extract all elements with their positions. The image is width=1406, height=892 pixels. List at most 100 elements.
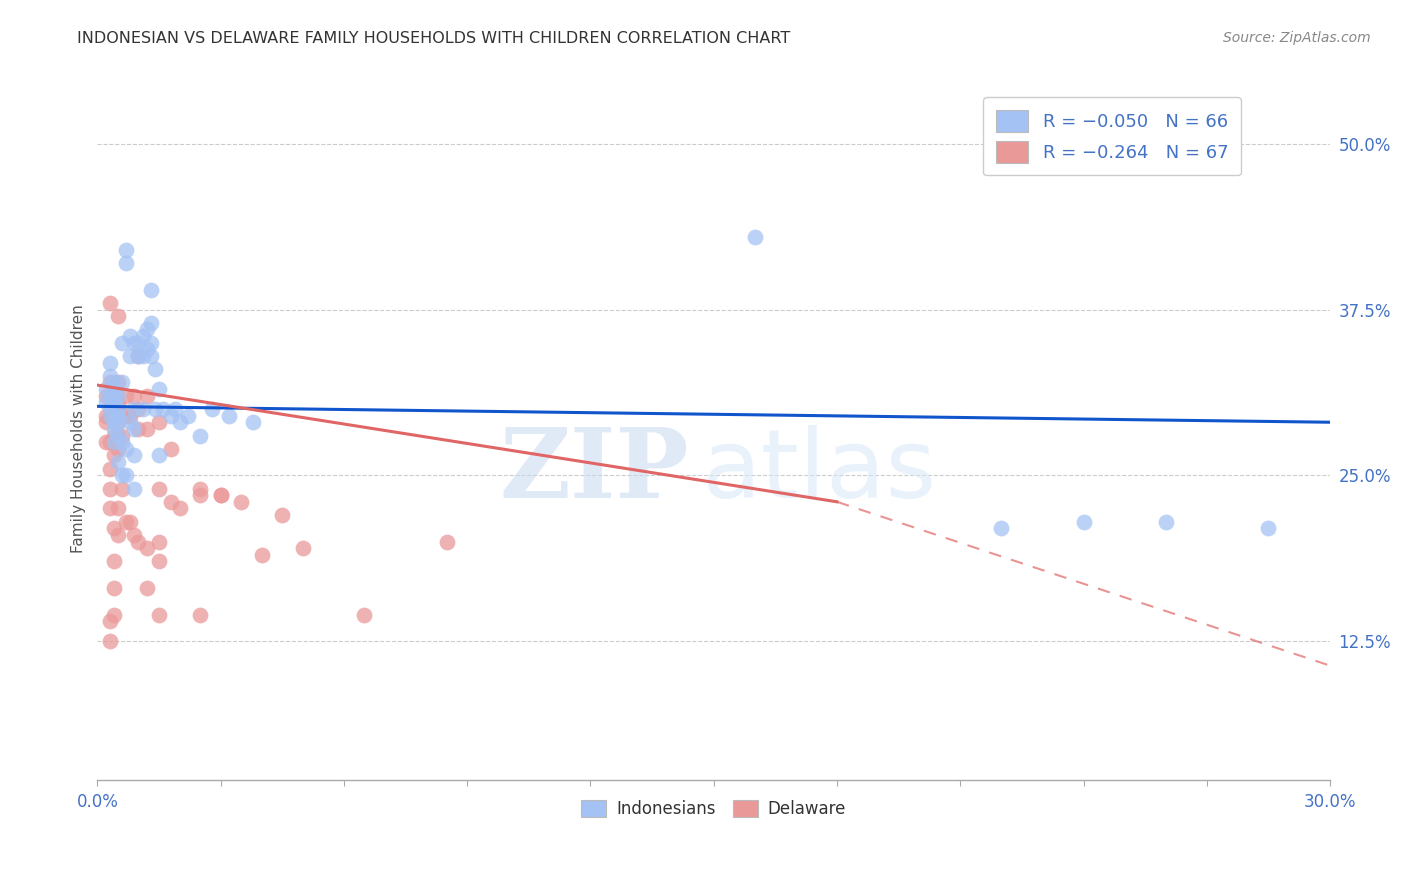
Point: [115, 409, 138, 423]
Point: [218, 409, 240, 423]
Point: [111, 335, 134, 350]
Point: [98, 409, 121, 423]
Point: [98, 376, 121, 390]
Point: [103, 435, 125, 450]
Point: [127, 349, 149, 363]
Point: [143, 401, 166, 416]
Point: [115, 256, 138, 270]
Point: [94, 415, 117, 429]
Point: [98, 409, 121, 423]
Point: [188, 607, 211, 622]
Point: [107, 442, 129, 456]
Point: [242, 415, 264, 429]
Point: [231, 495, 253, 509]
Point: [94, 435, 117, 450]
Point: [124, 389, 146, 403]
Point: [107, 376, 129, 390]
Point: [135, 389, 157, 403]
Point: [271, 508, 294, 522]
Point: [120, 415, 142, 429]
Point: [160, 409, 183, 423]
Point: [135, 322, 157, 336]
Point: [188, 428, 211, 442]
Point: [169, 415, 191, 429]
Point: [124, 422, 146, 436]
Point: [107, 415, 129, 429]
Point: [127, 335, 149, 350]
Point: [98, 368, 121, 383]
Point: [107, 309, 129, 323]
Point: [103, 415, 125, 429]
Point: [291, 541, 314, 556]
Point: [111, 428, 134, 442]
Point: [201, 401, 224, 416]
Point: [115, 243, 138, 257]
Point: [94, 382, 117, 396]
Point: [124, 401, 146, 416]
Point: [98, 501, 121, 516]
Point: [103, 422, 125, 436]
Point: [188, 482, 211, 496]
Point: [990, 521, 1012, 535]
Point: [107, 389, 129, 403]
Point: [188, 488, 211, 502]
Point: [124, 482, 146, 496]
Point: [98, 435, 121, 450]
Point: [111, 482, 134, 496]
Point: [135, 422, 157, 436]
Point: [115, 468, 138, 483]
Point: [148, 415, 170, 429]
Point: [103, 389, 125, 403]
Point: [124, 335, 146, 350]
Point: [115, 389, 138, 403]
Point: [169, 501, 191, 516]
Point: [139, 316, 162, 330]
Point: [98, 482, 121, 496]
Point: [744, 229, 766, 244]
Point: [103, 607, 125, 622]
Point: [131, 329, 153, 343]
Point: [111, 376, 134, 390]
Y-axis label: Family Households with Children: Family Households with Children: [72, 304, 86, 553]
Point: [115, 515, 138, 529]
Text: atlas: atlas: [702, 425, 936, 517]
Point: [250, 548, 273, 562]
Point: [107, 409, 129, 423]
Point: [152, 401, 174, 416]
Point: [135, 581, 157, 595]
Point: [148, 554, 170, 568]
Point: [124, 449, 146, 463]
Point: [124, 528, 146, 542]
Point: [160, 442, 183, 456]
Point: [107, 395, 129, 409]
Point: [107, 401, 129, 416]
Point: [111, 435, 134, 450]
Point: [135, 343, 157, 357]
Point: [209, 488, 232, 502]
Point: [107, 415, 129, 429]
Point: [111, 409, 134, 423]
Point: [1154, 515, 1177, 529]
Point: [127, 401, 149, 416]
Point: [120, 329, 142, 343]
Point: [148, 607, 170, 622]
Point: [353, 607, 375, 622]
Point: [98, 614, 121, 628]
Legend: Indonesians, Delaware: Indonesians, Delaware: [575, 793, 852, 825]
Point: [98, 296, 121, 310]
Point: [103, 389, 125, 403]
Point: [98, 389, 121, 403]
Point: [148, 534, 170, 549]
Point: [139, 335, 162, 350]
Point: [127, 534, 149, 549]
Point: [103, 428, 125, 442]
Point: [131, 401, 153, 416]
Point: [177, 409, 200, 423]
Point: [107, 409, 129, 423]
Point: [107, 455, 129, 469]
Point: [139, 349, 162, 363]
Point: [103, 581, 125, 595]
Point: [98, 355, 121, 369]
Point: [1257, 521, 1279, 535]
Point: [209, 488, 232, 502]
